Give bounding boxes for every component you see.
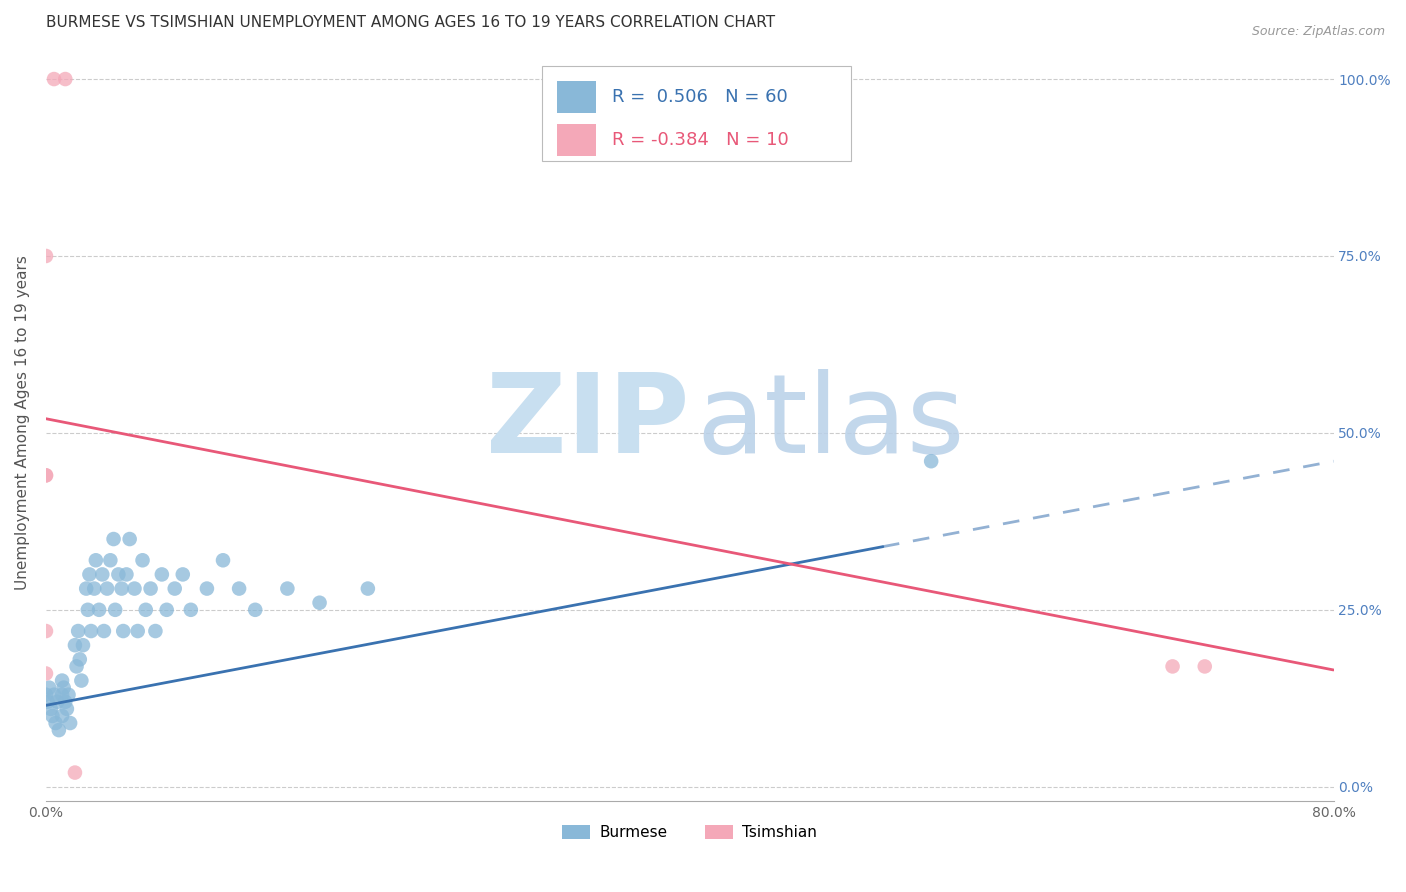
Point	[35, 468, 58, 483]
Point	[212, 553, 235, 567]
Point	[56, 702, 79, 716]
Point	[118, 532, 141, 546]
Text: R = -0.384   N = 10: R = -0.384 N = 10	[613, 131, 789, 149]
Point	[245, 603, 267, 617]
Point	[110, 582, 132, 596]
Point	[48, 723, 70, 738]
Point	[67, 624, 90, 638]
Point	[1161, 659, 1184, 673]
Point	[135, 603, 157, 617]
FancyBboxPatch shape	[541, 66, 851, 161]
Point	[276, 582, 298, 596]
Point	[41, 709, 63, 723]
Point	[103, 532, 125, 546]
Point	[76, 603, 98, 617]
Text: R =  0.506   N = 60: R = 0.506 N = 60	[613, 87, 789, 105]
Point	[35, 468, 58, 483]
Point	[37, 695, 59, 709]
Point	[45, 716, 67, 731]
Point	[80, 624, 103, 638]
Point	[38, 681, 60, 695]
Point	[42, 688, 65, 702]
Point	[63, 765, 86, 780]
Point	[150, 567, 173, 582]
Point	[115, 567, 138, 582]
Point	[51, 673, 73, 688]
Point	[63, 638, 86, 652]
Point	[87, 603, 110, 617]
Point	[112, 624, 135, 638]
Point	[172, 567, 194, 582]
Point	[35, 688, 58, 702]
Point	[180, 603, 202, 617]
Point	[131, 553, 153, 567]
Bar	[557, 81, 596, 112]
Point	[53, 72, 76, 87]
Point	[91, 567, 114, 582]
Point	[52, 681, 75, 695]
Point	[920, 454, 942, 468]
Text: ZIP: ZIP	[486, 368, 690, 475]
Point	[156, 603, 179, 617]
Point	[163, 582, 186, 596]
Point	[58, 688, 80, 702]
Point	[124, 582, 146, 596]
Point	[59, 716, 82, 731]
Point	[84, 553, 107, 567]
Text: BURMESE VS TSIMSHIAN UNEMPLOYMENT AMONG AGES 16 TO 19 YEARS CORRELATION CHART: BURMESE VS TSIMSHIAN UNEMPLOYMENT AMONG …	[46, 15, 775, 30]
Point	[104, 603, 127, 617]
Text: Source: ZipAtlas.com: Source: ZipAtlas.com	[1251, 25, 1385, 38]
Point	[35, 624, 58, 638]
Point	[195, 582, 218, 596]
Point	[35, 249, 58, 263]
Point	[357, 582, 380, 596]
Point	[69, 652, 91, 666]
Point	[51, 688, 73, 702]
Point	[96, 582, 118, 596]
Point	[35, 666, 58, 681]
Point	[65, 659, 87, 673]
Bar	[557, 124, 596, 156]
Point	[70, 673, 93, 688]
Point	[51, 709, 73, 723]
Point	[127, 624, 149, 638]
Point	[46, 695, 69, 709]
Point	[72, 638, 94, 652]
Point	[42, 72, 65, 87]
Legend: Burmese, Tsimshian: Burmese, Tsimshian	[557, 819, 823, 847]
Point	[308, 596, 330, 610]
Point	[83, 582, 105, 596]
Point	[53, 695, 76, 709]
Point	[145, 624, 167, 638]
Point	[228, 582, 250, 596]
Point	[98, 553, 121, 567]
Point	[79, 567, 101, 582]
Text: atlas: atlas	[696, 368, 965, 475]
Point	[139, 582, 162, 596]
Y-axis label: Unemployment Among Ages 16 to 19 years: Unemployment Among Ages 16 to 19 years	[15, 255, 30, 590]
Point	[39, 702, 62, 716]
Point	[107, 567, 129, 582]
Point	[93, 624, 115, 638]
Point	[75, 582, 97, 596]
Point	[1194, 659, 1216, 673]
